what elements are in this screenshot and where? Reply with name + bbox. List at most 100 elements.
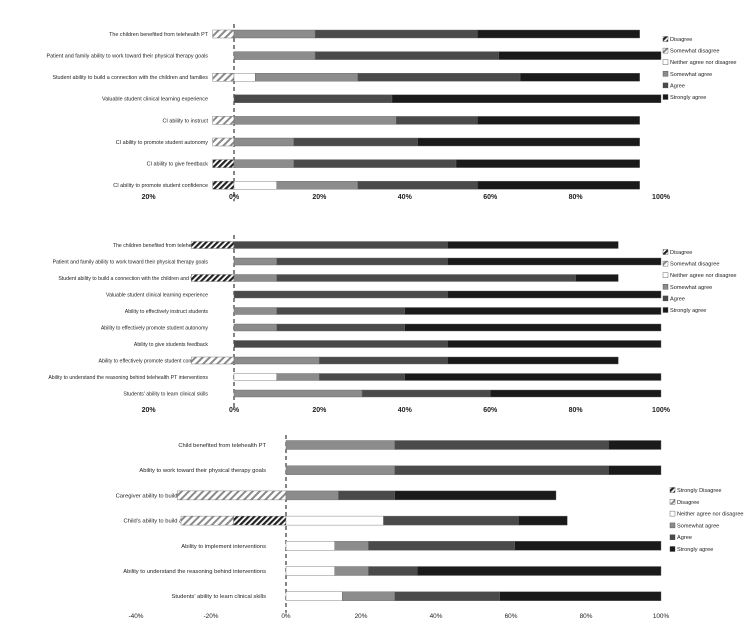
bar-agree-3 bbox=[233, 290, 448, 299]
bar-strongly-agree-0 bbox=[447, 241, 619, 249]
legend-swatch-disagree bbox=[662, 249, 669, 255]
bar-somewhat-agree-6 bbox=[233, 159, 294, 168]
bar-agree-0 bbox=[233, 241, 448, 249]
legend-label-agree: Agree bbox=[670, 296, 685, 302]
bar-neither-agree-nor-disagree-2 bbox=[233, 72, 256, 82]
bar-somewhat-agree-5 bbox=[233, 137, 294, 147]
bar-disagree-2 bbox=[177, 490, 287, 501]
x-tick-label: 20% bbox=[142, 407, 157, 414]
legend-label-disagree: Disagree bbox=[670, 37, 692, 43]
bar-strongly-agree-2 bbox=[575, 274, 619, 282]
category-label-ability-to-effectively-instruct-students: Ability to effectively instruct students bbox=[125, 309, 209, 315]
bar-agree-5 bbox=[368, 566, 418, 576]
bar-agree-3 bbox=[383, 515, 519, 526]
bar-strongly-agree-5 bbox=[417, 566, 662, 576]
bar-somewhat-agree-6 bbox=[342, 591, 395, 601]
category-label-student-ability-to-build-a-connection-wi: Student ability to build a connection wi… bbox=[58, 276, 208, 282]
category-label-valuable-student-clinical-learning-exper: Valuable student clinical learning exper… bbox=[106, 292, 208, 298]
bar-somewhat-disagree-2 bbox=[212, 72, 235, 82]
bar-neither-agree-nor-disagree-8 bbox=[233, 373, 277, 381]
bar-strongly-agree-3 bbox=[518, 515, 568, 526]
x-tick-label: 40% bbox=[430, 613, 443, 620]
legend-swatch-agree bbox=[669, 534, 676, 540]
bar-agree-7 bbox=[319, 356, 448, 365]
bar-agree-5 bbox=[276, 323, 406, 332]
legend-swatch-somewhat-agree bbox=[669, 522, 676, 529]
legend-swatch-neither-agree-nor-disagree bbox=[662, 272, 669, 278]
bar-agree-2 bbox=[357, 72, 521, 82]
bar-agree-5 bbox=[293, 137, 418, 147]
category-label-patient-and-family-ability-to-work-towar: Patient and family ability to work towar… bbox=[47, 53, 209, 59]
category-label-ability-to-give-students-feedback: Ability to give students feedback bbox=[134, 342, 209, 348]
bar-somewhat-agree-2 bbox=[285, 490, 339, 501]
bar-agree-1 bbox=[276, 257, 448, 266]
bar-strongly-agree-4 bbox=[514, 541, 662, 551]
bar-somewhat-agree-5 bbox=[233, 323, 277, 332]
legend-label-strongly-agree: Strongly agree bbox=[677, 547, 713, 553]
bar-agree-9 bbox=[361, 389, 491, 398]
bar-somewhat-agree-4 bbox=[233, 116, 397, 125]
x-tick-label: 40% bbox=[398, 407, 413, 414]
x-tick-label: 0% bbox=[229, 194, 240, 201]
bar-agree-1 bbox=[314, 51, 499, 60]
legend-label-agree: Agree bbox=[670, 83, 685, 89]
legend-swatch-disagree bbox=[662, 36, 669, 42]
bar-strongly-agree-0 bbox=[608, 440, 662, 450]
bar-strongly-agree-5 bbox=[404, 323, 662, 332]
bar-neither-agree-nor-disagree-3 bbox=[285, 515, 384, 526]
category-label-students-ability-to-learn-clinical-skill: Students' ability to learn clinical skil… bbox=[171, 594, 266, 600]
bar-agree-8 bbox=[319, 373, 405, 381]
bar-strongly-agree-5 bbox=[417, 137, 640, 147]
bar-somewhat-agree-2 bbox=[233, 274, 277, 282]
bar-neither-agree-nor-disagree-5 bbox=[285, 566, 335, 576]
bar-agree-1 bbox=[394, 465, 609, 475]
bar-strongly-agree-2 bbox=[394, 490, 557, 501]
category-label-the-children-benefited-from-telehealth-p: The children benefited from telehealth P… bbox=[113, 243, 209, 249]
legend-swatch-somewhat-disagree bbox=[662, 260, 669, 267]
bar-somewhat-agree-7 bbox=[233, 356, 320, 365]
bar-agree-7 bbox=[357, 180, 478, 190]
x-tick-label: 20% bbox=[142, 194, 157, 201]
bar-strongly-agree-8 bbox=[404, 373, 662, 381]
category-label-ci-ability-to-instruct: CI ability to instruct bbox=[162, 118, 208, 124]
legend-swatch-neither-agree-nor-disagree bbox=[662, 59, 669, 65]
category-label-ci-ability-to-promote-student-autonomy: CI ability to promote student autonomy bbox=[116, 140, 209, 146]
legend-swatch-strongly-agree bbox=[669, 546, 676, 552]
legend-swatch-neither-agree-nor-disagree bbox=[669, 510, 676, 517]
category-label-child-benefited-from-telehealth-pt: Child benefited from telehealth PT bbox=[178, 443, 266, 449]
x-tick-label: 80% bbox=[580, 613, 593, 620]
bar-somewhat-agree-4 bbox=[334, 541, 369, 551]
bar-agree-3 bbox=[233, 94, 393, 104]
chart-panel-1: The children benefited from telehealth P… bbox=[47, 24, 737, 202]
bar-strongly-agree-6 bbox=[455, 159, 640, 168]
bar-disagree-2 bbox=[191, 274, 235, 282]
bar-strongly-agree-7 bbox=[447, 356, 619, 365]
bar-agree-4 bbox=[368, 541, 515, 551]
bar-strongly-agree-1 bbox=[498, 51, 662, 60]
category-label-valuable-student-clinical-learning-exper: Valuable student clinical learning exper… bbox=[102, 97, 208, 103]
bar-disagree-7 bbox=[212, 180, 235, 190]
bar-disagree-0 bbox=[191, 241, 235, 249]
legend-label-strongly-agree: Strongly agree bbox=[670, 95, 706, 101]
bar-somewhat-agree-7 bbox=[276, 180, 359, 190]
legend-swatch-strongly-agree bbox=[662, 307, 669, 313]
category-label-student-ability-to-build-a-connection-wi: Student ability to build a connection wi… bbox=[52, 75, 208, 81]
legend-swatch-agree bbox=[662, 295, 669, 302]
bar-strongly-disagree-3 bbox=[233, 515, 287, 526]
bar-strongly-agree-2 bbox=[519, 72, 640, 82]
x-tick-label: -40% bbox=[129, 613, 144, 620]
chart-panel-3: Child benefited from telehealth PT Abilit… bbox=[116, 435, 744, 620]
legend-swatch-agree bbox=[662, 82, 669, 89]
bar-strongly-agree-3 bbox=[391, 94, 662, 104]
legend-label-agree: Agree bbox=[677, 535, 692, 541]
bar-agree-6 bbox=[233, 340, 448, 348]
bar-strongly-agree-1 bbox=[608, 465, 662, 475]
bar-disagree-6 bbox=[212, 159, 235, 168]
bar-agree-4 bbox=[396, 116, 478, 125]
x-tick-label: 20% bbox=[355, 613, 368, 620]
bar-somewhat-agree-8 bbox=[276, 373, 320, 381]
bar-somewhat-disagree-5 bbox=[212, 137, 235, 147]
bar-agree-0 bbox=[394, 440, 609, 450]
legend-label-disagree: Disagree bbox=[677, 500, 699, 506]
category-label-ability-to-understand-the-reasoning-behi: Ability to understand the reasoning behi… bbox=[123, 569, 266, 575]
